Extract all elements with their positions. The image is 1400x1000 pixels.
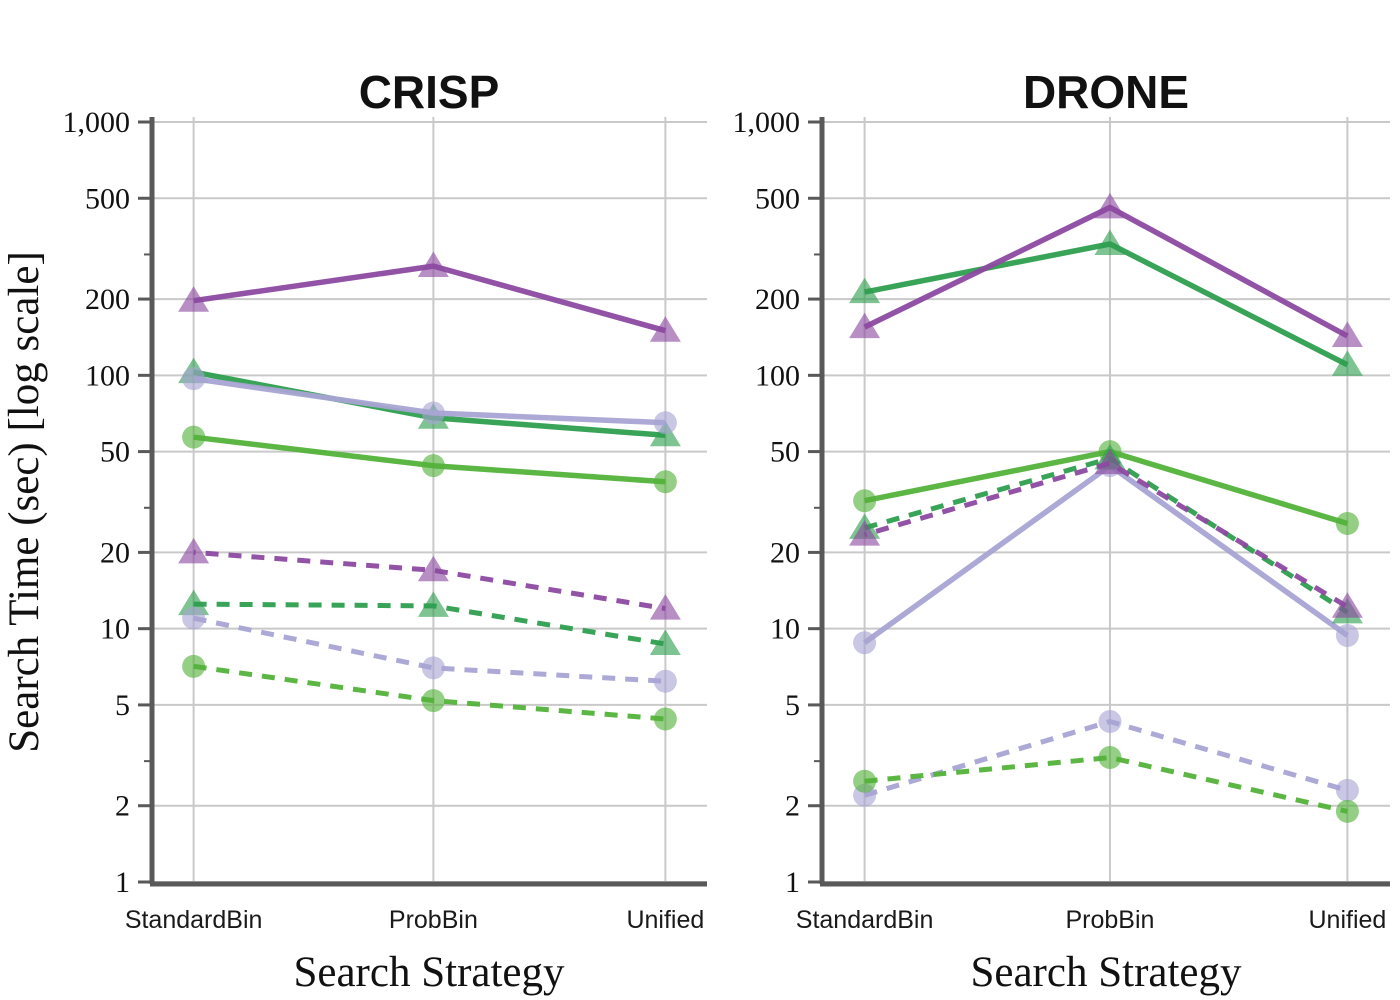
y-tick-label-1000: 1,000 xyxy=(63,106,131,139)
series-green-triangle-dashed xyxy=(178,589,681,655)
series-green-circle-dashed xyxy=(182,654,677,731)
marker-green-circle-dashed-probbin xyxy=(421,689,445,713)
marker-purple-triangle-dashed-probbin xyxy=(1094,448,1126,475)
y-tick-label-500: 500 xyxy=(85,182,130,215)
marker-purple-triangle-dashed-unified xyxy=(1331,592,1363,618)
marker-green-triangle-dashed-unified xyxy=(649,629,681,655)
x-tick-label-standardbin: StandardBin xyxy=(125,906,263,934)
marker-purple-triangle-solid-unified xyxy=(1331,321,1363,347)
y-tick-label-2: 2 xyxy=(785,790,800,823)
series-green-circle-dashed xyxy=(853,746,1359,823)
panel-title-crisp: CRISP xyxy=(359,66,500,118)
y-tick-label-2: 2 xyxy=(115,790,130,823)
marker-purple-triangle-dashed-unified xyxy=(649,594,681,620)
series-green-triangle-solid xyxy=(178,357,681,447)
series-lavender-circle-solid xyxy=(182,367,677,435)
marker-lavender-circle-dashed-unified xyxy=(653,669,677,693)
line-lavender-circle-solid xyxy=(862,462,1349,645)
marker-purple-triangle-dashed-standardbin xyxy=(178,537,210,564)
marker-green-triangle-dashed-standardbin xyxy=(178,589,210,616)
panel-title-drone: DRONE xyxy=(1023,66,1189,118)
marker-green-circle-dashed-standardbin xyxy=(853,769,877,793)
y-tick-label-1: 1 xyxy=(115,866,130,899)
series-lavender-circle-dashed xyxy=(182,606,677,693)
marker-purple-triangle-solid-unified xyxy=(649,316,681,342)
series-purple-triangle-solid xyxy=(849,192,1363,347)
marker-purple-triangle-solid-probbin xyxy=(417,251,449,278)
y-tick-label-50: 50 xyxy=(100,436,130,469)
marker-green-circle-dashed-unified xyxy=(653,707,677,731)
y-tick-label-200: 200 xyxy=(85,283,130,316)
y-tick-label-10: 10 xyxy=(770,613,800,646)
x-tick-label-unified: Unified xyxy=(1308,906,1386,934)
marker-green-circle-dashed-standardbin xyxy=(182,654,206,678)
y-tick-label-1: 1 xyxy=(785,866,800,899)
marker-purple-triangle-solid-standardbin xyxy=(849,312,881,339)
crisp-panel: 1,000 500 200 100 50 20 10 5 2 1 StandardBin ProbBi… xyxy=(63,106,707,934)
marker-lavender-circle-dashed-standardbin xyxy=(182,606,206,630)
marker-lavender-circle-dashed-probbin xyxy=(1098,710,1122,734)
y-tick-label-5: 5 xyxy=(115,689,130,722)
marker-purple-triangle-dashed-standardbin xyxy=(849,520,881,546)
y-tick-label-500: 500 xyxy=(755,182,800,215)
marker-green-circle-solid-unified xyxy=(653,470,677,494)
marker-lavender-circle-solid-standardbin xyxy=(182,367,206,391)
x-tick-label-probbin: ProbBin xyxy=(389,906,478,934)
marker-green-triangle-solid-probbin xyxy=(1094,229,1126,255)
series-green-circle-solid xyxy=(182,425,677,494)
x-tick-label-standardbin: StandardBin xyxy=(796,906,934,934)
series-lavender-circle-solid xyxy=(853,454,1359,655)
line-purple-triangle-solid xyxy=(863,204,1349,339)
marker-purple-triangle-solid-standardbin xyxy=(178,286,210,312)
y-tick-label-100: 100 xyxy=(755,359,800,392)
y-tick-label-5: 5 xyxy=(785,689,800,722)
series-purple-triangle-dashed xyxy=(849,448,1363,618)
x-axis-label-crisp: Search Strategy xyxy=(293,949,565,996)
marker-lavender-circle-solid-unified xyxy=(1335,623,1359,647)
line-lavender-circle-dashed xyxy=(193,615,666,684)
y-tick-label-10: 10 xyxy=(100,613,130,646)
x-tick-label-probbin: ProbBin xyxy=(1065,906,1154,934)
marker-green-triangle-solid-standardbin xyxy=(849,277,881,304)
marker-lavender-circle-solid-unified xyxy=(653,411,677,435)
y-axis-label: Search Time (sec) [log scale] xyxy=(1,251,48,753)
y-tick-label-1000: 1,000 xyxy=(733,106,801,139)
y-tick-label-100: 100 xyxy=(85,359,130,392)
marker-green-circle-solid-probbin xyxy=(421,454,445,478)
drone-panel: 1,000 500 200 100 50 20 10 5 2 1 StandardBin ProbBi… xyxy=(733,106,1390,934)
marker-green-circle-dashed-unified xyxy=(1335,799,1359,823)
x-axis-label-drone: Search Strategy xyxy=(970,949,1242,996)
x-tick-label-unified: Unified xyxy=(626,906,704,934)
marker-lavender-circle-solid-probbin xyxy=(421,401,445,425)
marker-green-circle-solid-standardbin xyxy=(182,425,206,449)
series-purple-triangle-solid xyxy=(178,251,681,342)
series-green-triangle-solid xyxy=(849,229,1363,376)
line-green-triangle-solid xyxy=(864,241,1349,368)
marker-purple-triangle-solid-probbin xyxy=(1094,192,1126,219)
y-tick-label-20: 20 xyxy=(770,536,800,569)
marker-green-circle-solid-unified xyxy=(1335,512,1359,536)
marker-green-triangle-dashed-probbin xyxy=(417,591,449,617)
y-tick-label-200: 200 xyxy=(755,283,800,316)
marker-purple-triangle-dashed-probbin xyxy=(417,555,449,582)
marker-green-triangle-solid-unified xyxy=(1331,350,1363,376)
marker-lavender-circle-solid-standardbin xyxy=(853,631,877,655)
line-purple-triangle-dashed xyxy=(863,460,1349,609)
marker-green-circle-dashed-probbin xyxy=(1098,746,1122,770)
series-purple-triangle-dashed xyxy=(178,537,681,620)
marker-green-circle-solid-standardbin xyxy=(853,489,877,513)
marker-lavender-circle-dashed-unified xyxy=(1335,778,1359,802)
y-tick-label-50: 50 xyxy=(770,436,800,469)
y-tick-label-20: 20 xyxy=(100,536,130,569)
marker-lavender-circle-dashed-probbin xyxy=(421,656,445,680)
